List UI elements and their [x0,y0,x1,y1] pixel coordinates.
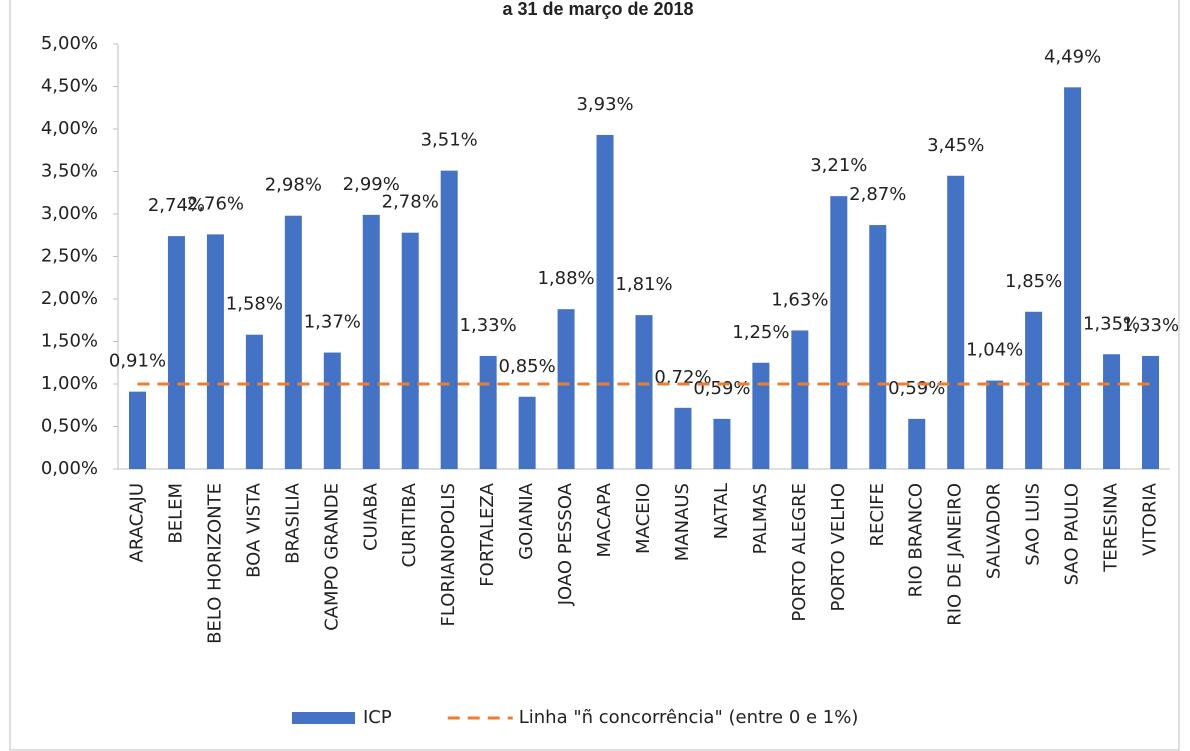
y-tick-label: 1,00% [41,373,98,394]
bar [830,196,848,469]
bar [791,330,809,469]
bar [752,362,770,469]
x-tick-label: JOAO PESSOA [555,482,576,606]
data-label: 0,85% [499,356,556,377]
bar [206,234,224,469]
x-tick-label: SALVADOR [984,483,1005,579]
legend-label: ICP [363,707,392,728]
bar [1025,311,1043,469]
x-tick-label: BELO HORIZONTE [204,483,225,644]
data-label: 3,51% [421,130,478,151]
data-label: 1,04% [966,340,1023,361]
y-tick-label: 2,00% [41,288,98,309]
x-tick-label: CAMPO GRANDE [321,483,342,631]
x-tick-label: TERESINA [1101,482,1122,572]
data-label: 2,98% [265,175,322,196]
data-label: 4,49% [1044,46,1101,67]
data-label: 3,45% [927,135,984,156]
legend-label: Linha "ñ concorrência" (entre 0 e 1%) [519,707,859,728]
bar [908,418,926,469]
bar [596,134,614,469]
bar [479,355,497,469]
data-label: 2,87% [849,184,906,205]
x-tick-label: BOA VISTA [243,482,264,578]
data-label: 1,37% [304,312,361,333]
y-tick-label: 0,00% [41,458,98,479]
bar [869,225,887,469]
bar [986,380,1004,469]
chart-frame [9,0,1180,751]
x-tick-label: CUIABA [360,482,381,551]
x-tick-label: PALMAS [750,483,771,554]
bar [635,315,653,469]
bar [362,214,380,469]
bar [401,232,419,469]
data-label: 1,35% [1083,313,1140,334]
x-tick-label: GOIANIA [516,482,537,560]
x-tick-label: VITORIA [1140,482,1161,556]
x-tick-label: RECIFE [867,483,888,546]
legend-swatch [292,712,355,724]
bar [284,215,302,469]
x-tick-label: CURITIBA [399,482,420,567]
y-tick-label: 5,00% [41,33,98,54]
x-tick-label: BRASILIA [282,482,303,564]
y-tick-label: 2,50% [41,246,98,267]
data-label: 2,78% [382,192,439,213]
bar [323,352,341,469]
data-label: 2,74% [148,195,205,216]
data-label: 2,99% [343,174,400,195]
bar [245,334,263,469]
data-label: 1,63% [771,289,828,310]
x-tick-label: RIO DE JANEIRO [945,483,966,626]
bar [713,418,731,469]
bar [1064,87,1082,469]
data-label: 1,25% [732,322,789,343]
y-tick-label: 3,50% [41,161,98,182]
data-label: 2,76% [187,193,244,214]
x-tick-label: RIO BRANCO [906,483,927,597]
bar [128,391,146,469]
bar [674,407,692,469]
y-tick-label: 0,50% [41,416,98,437]
x-tick-label: MACAPA [594,482,615,557]
bar [557,309,575,469]
x-tick-label: FORTALEZA [477,482,498,586]
data-label: 1,33% [1122,315,1179,336]
data-label: 1,33% [460,315,517,336]
data-label: 0,59% [888,378,945,399]
x-tick-label: SAO LUIS [1023,483,1044,566]
data-label: 1,81% [615,274,672,295]
bar [167,236,185,469]
data-label: 1,88% [537,268,594,289]
y-tick-label: 3,00% [41,203,98,224]
data-label: 1,58% [226,294,283,315]
data-label: 0,59% [693,378,750,399]
x-tick-label: FLORIANOPOLIS [438,483,459,626]
bar [440,170,458,469]
y-tick-label: 4,50% [41,76,98,97]
bar [1103,354,1121,469]
bar [947,175,965,469]
bar [1142,355,1160,469]
y-tick-label: 1,50% [41,331,98,352]
data-label: 0,91% [109,351,166,372]
x-tick-label: ARACAJU [126,483,147,562]
y-tick-label: 4,00% [41,118,98,139]
data-label: 3,93% [576,94,633,115]
x-tick-label: MANAUS [672,483,693,561]
x-tick-label: PORTO VELHO [828,483,849,612]
x-tick-label: PORTO ALEGRE [789,483,810,622]
x-tick-label: NATAL [711,483,732,539]
x-tick-label: BELEM [165,483,186,544]
x-tick-label: MACEIO [633,483,654,554]
data-label: 3,21% [810,155,867,176]
x-tick-label: SAO PAULO [1062,483,1083,585]
data-label: 1,85% [1005,271,1062,292]
chart-title: a 31 de março de 2018 [502,0,693,19]
bar [518,396,536,469]
